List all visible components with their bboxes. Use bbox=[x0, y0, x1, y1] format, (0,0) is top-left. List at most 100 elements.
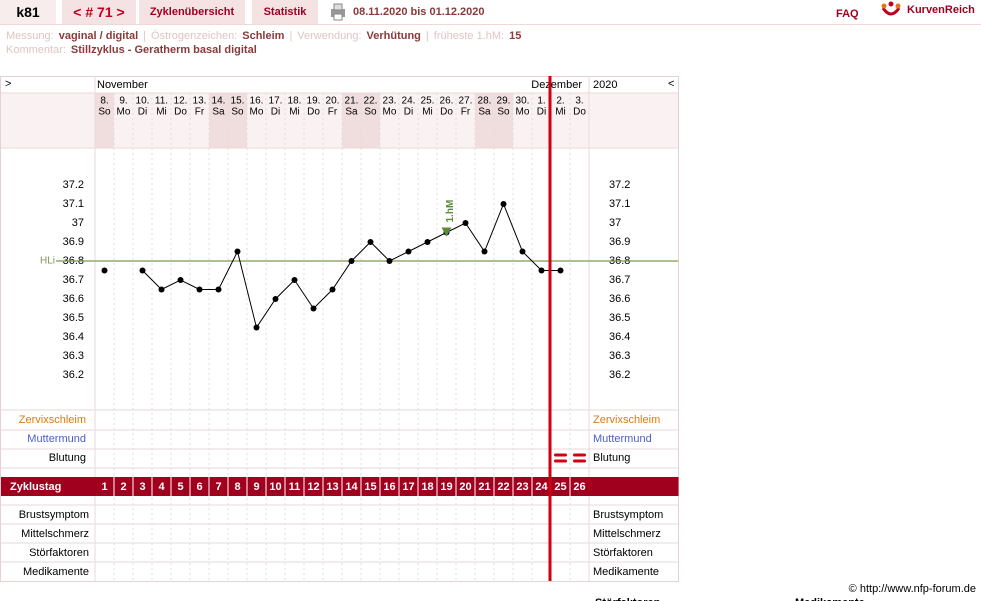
row-label: Brustsymptom bbox=[19, 509, 89, 521]
y-tick-label: 37.1 bbox=[63, 198, 84, 210]
weekday-label: Di bbox=[404, 107, 413, 118]
cycle-band bbox=[1, 477, 679, 496]
day-label: 11. bbox=[155, 96, 168, 107]
cycle-label: Zyklustag bbox=[10, 481, 61, 493]
temperature-point bbox=[234, 248, 241, 255]
weekday-label: Do bbox=[573, 107, 586, 118]
chart-frame bbox=[0, 76, 679, 582]
weekday-label: Do bbox=[174, 107, 187, 118]
row-label: Störfaktoren bbox=[593, 547, 653, 559]
cycle-day: 26 bbox=[573, 481, 585, 493]
label: Kommentar: bbox=[6, 44, 66, 56]
value: 15 bbox=[509, 30, 522, 42]
weekday-label: Mi bbox=[555, 107, 566, 118]
cycle-day: 1 bbox=[101, 481, 107, 493]
day-label: 19. bbox=[307, 96, 321, 107]
row-label: Störfaktoren bbox=[29, 547, 89, 559]
day-label: 14. bbox=[212, 96, 226, 107]
day-label: 25. bbox=[421, 96, 435, 107]
row-label: Muttermund bbox=[27, 433, 86, 445]
cycle-day: 4 bbox=[158, 481, 165, 493]
temperature-point bbox=[291, 277, 298, 283]
label: Östrogenzeichen: bbox=[151, 30, 238, 42]
weekday-label: Mo bbox=[516, 107, 530, 118]
logo-icon bbox=[880, 0, 902, 24]
day-label: 17. bbox=[269, 96, 283, 107]
weekend-bg bbox=[95, 93, 114, 148]
y-tick-label: 37.2 bbox=[63, 179, 84, 191]
header-rule bbox=[0, 24, 981, 25]
day-label: 15. bbox=[231, 96, 245, 107]
cycle-day: 22 bbox=[497, 481, 509, 493]
day-label: 1. bbox=[537, 96, 545, 107]
temperature-point bbox=[177, 277, 184, 283]
separator: | bbox=[289, 30, 293, 42]
y-tick-label: 36.3 bbox=[63, 350, 84, 362]
comment: Stillzyklus - Geratherm basal digital bbox=[70, 44, 257, 56]
temperature-point bbox=[443, 229, 450, 236]
temperature-point bbox=[329, 286, 336, 293]
left-header-bg bbox=[1, 93, 95, 148]
y-tick-label: 36.9 bbox=[63, 236, 84, 248]
y-tick-label: 36.6 bbox=[63, 293, 84, 305]
year-label: 2020 bbox=[593, 79, 617, 91]
row-label: Medikamente bbox=[23, 566, 89, 578]
y-tick-label: 36.7 bbox=[609, 274, 630, 286]
cycle-day: 15 bbox=[364, 481, 376, 493]
cycle-day: 20 bbox=[459, 481, 471, 493]
day-label: 13. bbox=[193, 96, 207, 107]
annotation-marker bbox=[441, 227, 452, 237]
y-tick-label: 36.5 bbox=[609, 312, 630, 324]
row-label: Muttermund bbox=[593, 433, 652, 445]
row-label: Blutung bbox=[593, 452, 630, 464]
y-tick-label: 37.2 bbox=[609, 179, 630, 191]
weekend-bg bbox=[361, 93, 380, 148]
day-header-bg bbox=[95, 93, 589, 148]
weekday-label: Mi bbox=[156, 107, 167, 118]
info-row: Messung: vaginal / digital | Östrogenzeiche… bbox=[6, 30, 526, 42]
weekday-label: Mo bbox=[117, 107, 131, 118]
day-label: 10. bbox=[136, 96, 150, 107]
cycle-day: 24 bbox=[535, 481, 548, 493]
temperature-point bbox=[538, 267, 545, 274]
value: vaginal / digital bbox=[58, 30, 139, 42]
row-label: Medikamente bbox=[593, 566, 659, 578]
weekday-label: Sa bbox=[212, 107, 225, 118]
day-label: 24. bbox=[402, 96, 416, 107]
y-tick-label: 37.1 bbox=[609, 198, 630, 210]
weekday-label: Mi bbox=[289, 107, 300, 118]
weekday-label: So bbox=[98, 107, 111, 118]
cycle-day: 14 bbox=[345, 481, 358, 493]
y-tick-label: 36.3 bbox=[609, 350, 630, 362]
cycle-day: 7 bbox=[215, 481, 221, 493]
weekday-label: Fr bbox=[461, 107, 471, 118]
comment-row: Kommentar: Stillzyklus - Geratherm basal … bbox=[6, 44, 262, 56]
temperature-point bbox=[158, 286, 165, 293]
cycle-day: 13 bbox=[326, 481, 338, 493]
cut-label: Medikamente bbox=[795, 597, 865, 601]
weekday-label: Do bbox=[307, 107, 320, 118]
y-tick-label: 36.8 bbox=[609, 255, 630, 267]
tab[interactable]: Statistik bbox=[252, 0, 318, 24]
day-label: 29. bbox=[497, 96, 511, 107]
cycle-day: 18 bbox=[421, 481, 433, 493]
print-icon[interactable] bbox=[328, 0, 348, 24]
nav-next: < bbox=[668, 78, 674, 90]
weekday-label: Di bbox=[138, 107, 147, 118]
nav-prev: > bbox=[5, 78, 11, 90]
faq[interactable]: FAQ bbox=[836, 8, 859, 20]
temperature-point bbox=[272, 296, 279, 302]
cycle-nav[interactable]: < # 71 > bbox=[62, 0, 136, 24]
weekday-label: Do bbox=[440, 107, 453, 118]
day-label: 21. bbox=[345, 96, 359, 107]
cycle-day: 11 bbox=[289, 481, 301, 493]
day-label: 22. bbox=[364, 96, 378, 107]
temperature-point bbox=[405, 248, 412, 255]
y-tick-label: 36.7 bbox=[63, 274, 84, 286]
cycle-day: 12 bbox=[307, 481, 319, 493]
day-label: 12. bbox=[174, 96, 188, 107]
y-tick-label: 36.4 bbox=[63, 331, 84, 343]
cut-label: Störfaktoren bbox=[595, 597, 661, 601]
tab[interactable]: Zyklenübersicht bbox=[139, 0, 245, 24]
